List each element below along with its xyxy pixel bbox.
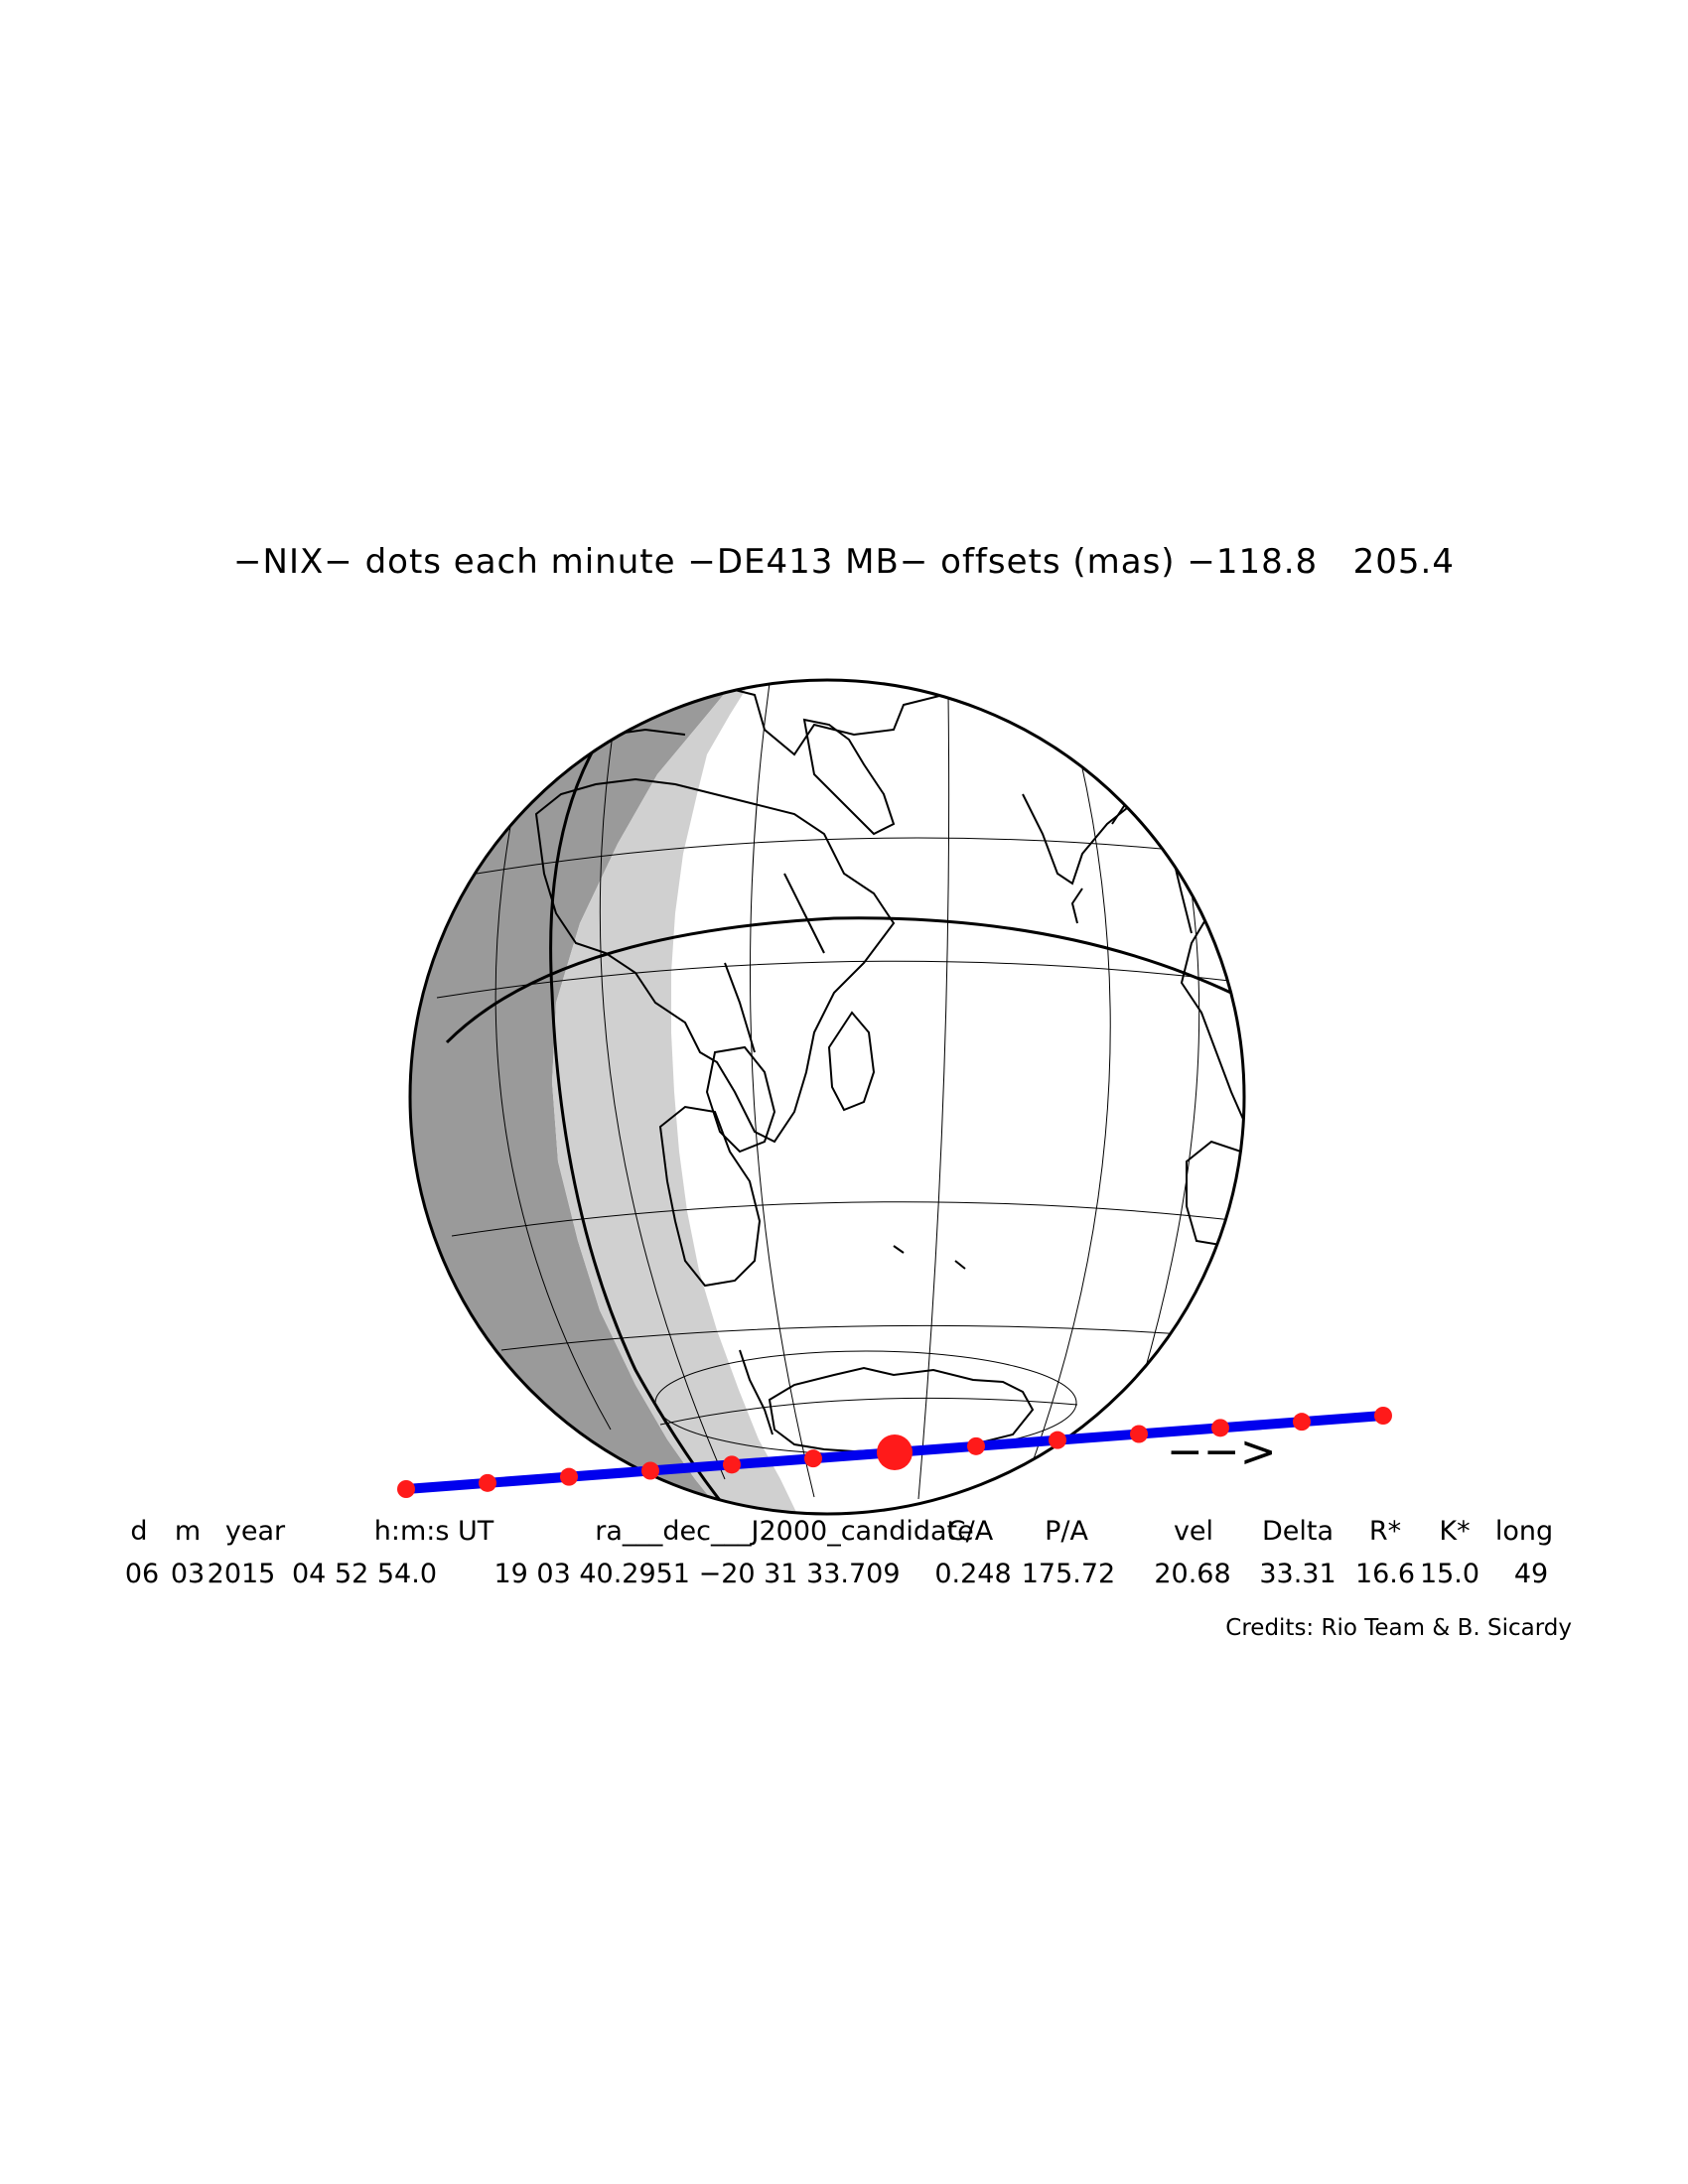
minute-dot (1374, 1407, 1392, 1425)
table-header-cell: d (130, 1516, 148, 1547)
credits: Credits: Rio Team & B. Sicardy (1225, 1615, 1572, 1641)
minute-dot (967, 1436, 985, 1455)
minute-dot (560, 1467, 578, 1486)
minute-dot (641, 1461, 659, 1480)
table-value-cell: 20.68 (1154, 1559, 1231, 1589)
central-instant-dot (877, 1434, 913, 1470)
table-value-cell: 06 (124, 1559, 160, 1589)
minute-dot (1049, 1431, 1066, 1449)
minute-dot (479, 1473, 496, 1492)
plot-title: −NIX− dots each minute −DE413 MB− offset… (233, 542, 1455, 582)
table-header-cell: C/A (946, 1516, 994, 1547)
minute-dot (397, 1480, 415, 1498)
table-header-cell: P/A (1045, 1516, 1088, 1547)
direction-arrow: −−> (1167, 1427, 1277, 1477)
globe-body (410, 680, 1244, 1514)
table-value-cell: 03 (170, 1559, 206, 1589)
table-header-cell: Delta (1261, 1516, 1335, 1547)
table-value-cell: 175.72 (1021, 1559, 1116, 1589)
table-value-cell: 33.31 (1259, 1559, 1336, 1589)
table-header-cell: K* (1439, 1516, 1471, 1547)
twilight-region (552, 680, 804, 1514)
night-region (410, 680, 740, 1514)
minute-dot (1293, 1413, 1311, 1432)
table-header-cell: ra___dec___J2000_candidate (595, 1516, 974, 1547)
table-header-cell: m (174, 1516, 202, 1547)
table-header-cell: h:m:s UT (373, 1516, 494, 1547)
table-header-cell: long (1494, 1516, 1554, 1547)
minute-dot (1130, 1425, 1148, 1443)
table-value-cell: 0.248 (934, 1559, 1012, 1589)
minute-dot (723, 1455, 741, 1474)
equator-line (445, 916, 1244, 1044)
path-dots (397, 1407, 1392, 1498)
table-value-cell: 15.0 (1419, 1559, 1480, 1589)
terminator-line (549, 714, 737, 1514)
table-value-cell: 16.6 (1354, 1559, 1416, 1589)
table-value-cell: 2015 (207, 1559, 276, 1589)
minute-dot (1211, 1419, 1229, 1437)
globe-outline (408, 678, 1246, 1516)
table-value-cell: 19 03 40.2951 −20 31 33.709 (493, 1559, 901, 1589)
table-header-cell: R* (1368, 1516, 1402, 1547)
table-value-cell: 49 (1513, 1559, 1549, 1589)
minute-dot (804, 1449, 822, 1468)
table-header-cell: vel (1173, 1516, 1214, 1547)
table-value-cell: 04 52 54.0 (292, 1559, 437, 1589)
table-header-cell: year (224, 1516, 286, 1547)
